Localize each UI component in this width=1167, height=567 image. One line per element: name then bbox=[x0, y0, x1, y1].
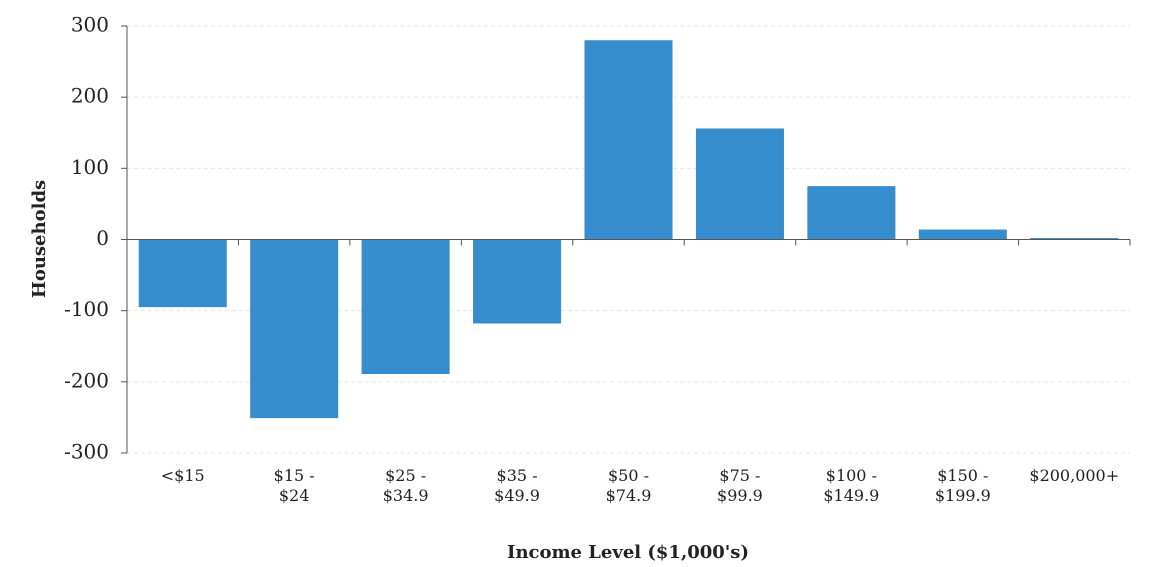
bar bbox=[138, 239, 227, 308]
bar bbox=[1030, 238, 1119, 240]
x-tick-label: <$15 bbox=[160, 466, 205, 485]
x-tick-label: $15 - $24 bbox=[273, 466, 315, 505]
x-axis-label: Income Level ($1,000's) bbox=[507, 542, 749, 563]
y-tick-label: 200 bbox=[71, 84, 109, 108]
x-tick-label: $150 - $199.9 bbox=[934, 466, 991, 505]
y-tick-label: -300 bbox=[64, 440, 109, 464]
bar bbox=[918, 229, 1007, 240]
x-tick-label: $25 - $34.9 bbox=[382, 466, 429, 505]
y-tick-label: -200 bbox=[64, 368, 109, 392]
x-tick-label: $200,000+ bbox=[1029, 466, 1120, 485]
bar bbox=[695, 128, 784, 240]
bar bbox=[807, 186, 896, 240]
bar bbox=[250, 239, 339, 419]
x-tick-label: $75 - $99.9 bbox=[717, 466, 763, 505]
y-axis-label: Households bbox=[29, 180, 50, 298]
y-tick-label: 0 bbox=[96, 226, 109, 250]
x-tick-label: $50 - $74.9 bbox=[605, 466, 652, 505]
bar bbox=[473, 239, 562, 324]
y-tick-label: -100 bbox=[64, 297, 109, 321]
y-tick-label: 300 bbox=[71, 13, 109, 37]
bar bbox=[361, 239, 450, 375]
y-tick-label: 100 bbox=[71, 155, 109, 179]
x-tick-label: $100 - $149.9 bbox=[823, 466, 880, 505]
bar bbox=[584, 40, 673, 240]
x-tick-label: $35 - $49.9 bbox=[494, 466, 540, 505]
